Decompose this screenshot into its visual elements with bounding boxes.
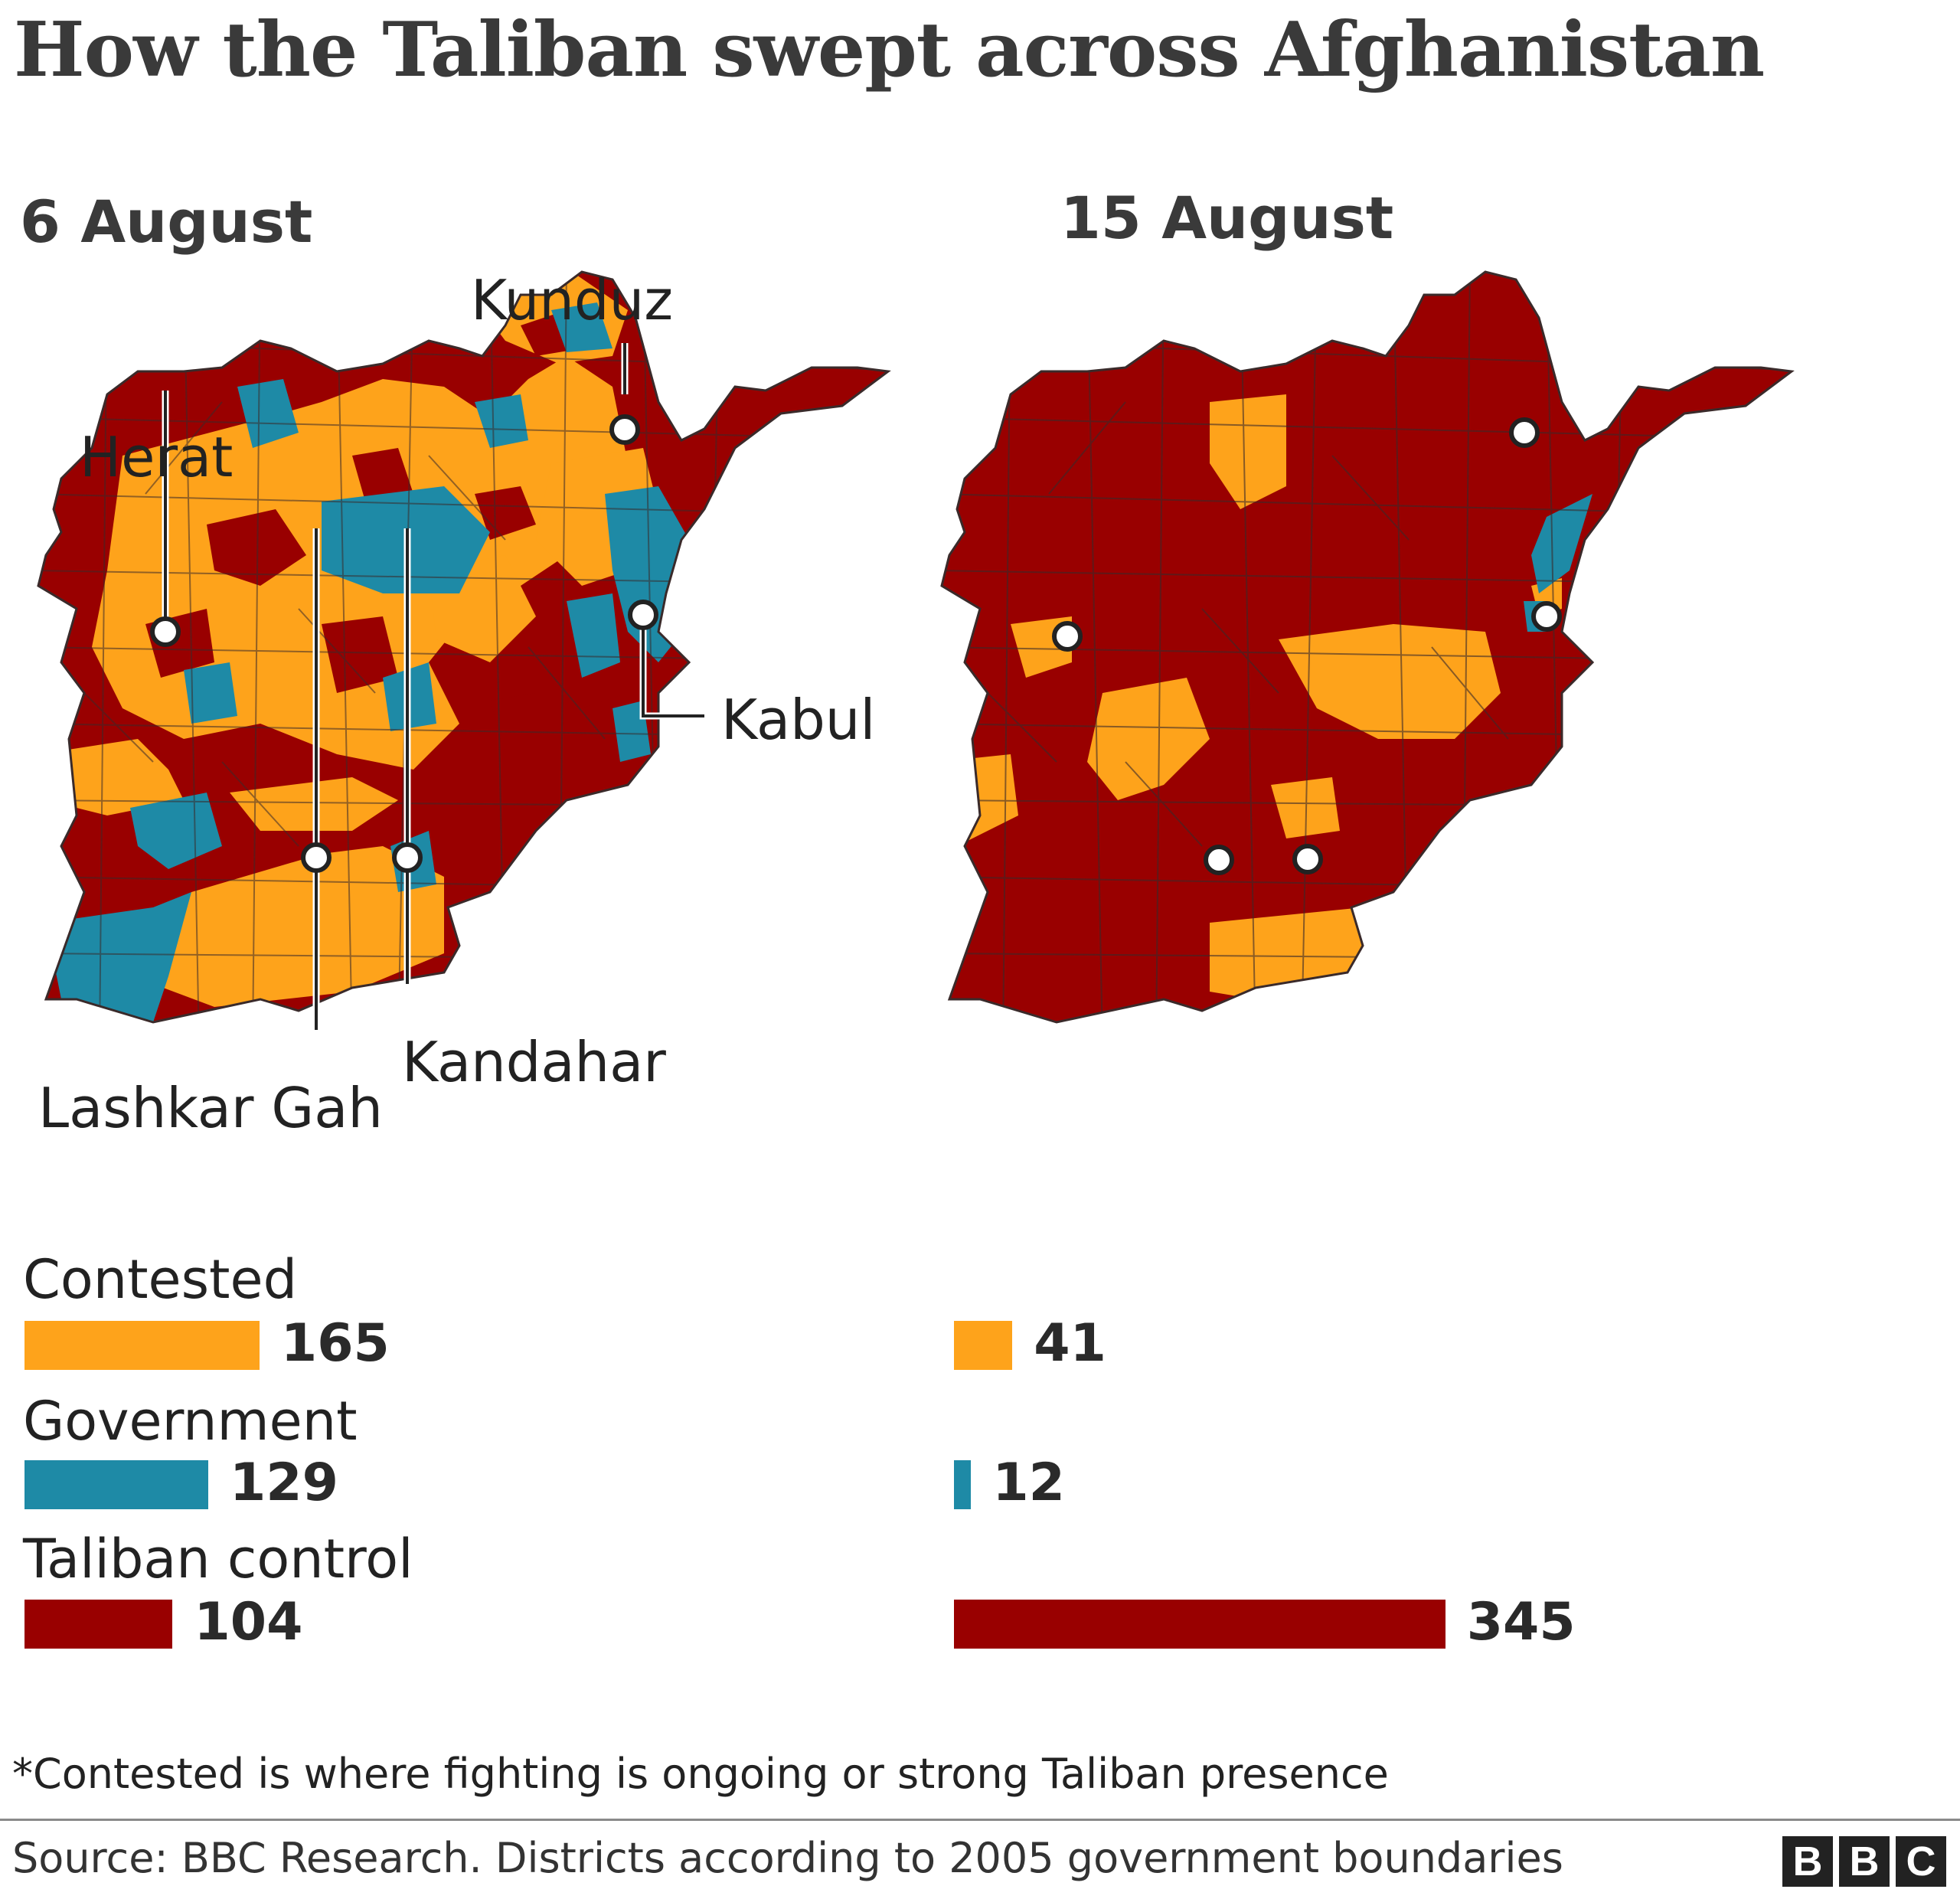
legend-label-contested: Contested [23, 1248, 297, 1311]
bar-value-aug15-taliban: 345 [1466, 1592, 1576, 1652]
legend-label-government: Government [23, 1390, 358, 1453]
city-label-kandahar: Kandahar [402, 1030, 666, 1094]
city-marker-kabul [628, 600, 658, 630]
bbc-logo-letter: B [1839, 1836, 1890, 1887]
divider [0, 1819, 1960, 1821]
city-label-lashkar-gah: Lashkar Gah [38, 1076, 383, 1140]
bar-value-aug15-contested: 41 [1034, 1313, 1106, 1374]
city-marker-herat [150, 616, 181, 647]
bbc-logo: B B C [1782, 1836, 1946, 1887]
city-label-kunduz: Kunduz [471, 268, 674, 332]
map-aug15 [940, 270, 1795, 1024]
city-label-kabul: Kabul [721, 688, 876, 752]
bar-value-aug15-government: 12 [992, 1453, 1065, 1513]
city-marker-kabul-aug15 [1531, 601, 1562, 632]
city-label-herat: Herat [80, 425, 234, 489]
bar-value-aug6-taliban: 104 [194, 1592, 303, 1652]
city-marker-kunduz-aug15 [1509, 417, 1540, 448]
map-date-aug6: 6 August [20, 188, 313, 256]
bar-aug6-taliban [24, 1600, 173, 1649]
map-aug15-districts [942, 272, 1792, 1022]
city-marker-lashkar-gah [301, 842, 332, 873]
city-marker-kunduz [609, 414, 640, 445]
map-date-aug15: 15 August [1060, 184, 1394, 252]
bbc-logo-letter: C [1896, 1836, 1946, 1887]
legend-label-taliban: Taliban control [23, 1528, 413, 1590]
bar-aug15-government [954, 1460, 972, 1509]
bar-aug6-contested [24, 1321, 260, 1370]
bar-value-aug6-government: 129 [229, 1453, 338, 1513]
city-marker-kandahar-aug15 [1292, 844, 1323, 874]
city-marker-herat-aug15 [1052, 621, 1083, 652]
bar-aug6-government [24, 1460, 208, 1509]
map-aug6-districts [38, 272, 888, 1022]
footnote: *Contested is where fighting is ongoing … [12, 1750, 1389, 1798]
chart-title: How the Taliban swept across Afghanistan [14, 6, 1765, 94]
bar-aug15-taliban [954, 1600, 1446, 1649]
bar-value-aug6-contested: 165 [280, 1313, 390, 1374]
map-aug6 [37, 270, 891, 1030]
city-marker-kandahar [392, 842, 423, 873]
source-note: Source: BBC Research. Districts accordin… [12, 1834, 1563, 1882]
bar-aug15-contested [954, 1321, 1013, 1370]
city-marker-lashkar-gah-aug15 [1204, 845, 1234, 875]
bbc-logo-letter: B [1782, 1836, 1833, 1887]
